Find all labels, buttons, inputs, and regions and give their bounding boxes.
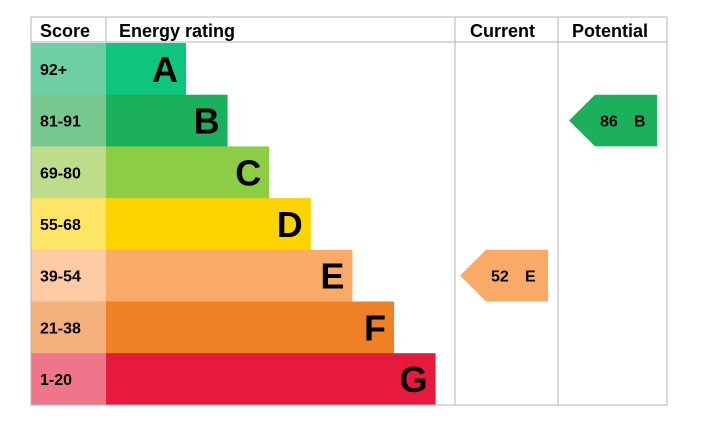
band-bar-c [106, 146, 270, 199]
potential-rating-letter: B [634, 114, 646, 131]
score-label: 92+ [40, 62, 67, 79]
band-bar-b [106, 94, 228, 147]
current-rating-letter: E [525, 269, 536, 286]
potential-rating-value: 86 [600, 114, 618, 131]
header-score: Score [40, 21, 90, 41]
score-cell [31, 146, 106, 199]
current-rating-value: 52 [491, 269, 509, 286]
band-bar-e [106, 249, 353, 302]
chart-border [30, 16, 668, 406]
header-current: Current [470, 21, 535, 41]
score-cell [31, 249, 106, 302]
band-bar-d [106, 198, 311, 251]
header-energy-rating: Energy rating [119, 21, 235, 41]
band-letter: A [152, 49, 178, 90]
score-label: 55-68 [40, 217, 81, 234]
score-cell [31, 94, 106, 147]
band-letter: E [320, 256, 344, 297]
score-label: 69-80 [40, 165, 81, 182]
score-label: 21-38 [40, 320, 81, 337]
score-label: 81-91 [40, 114, 81, 131]
potential-rating-arrow [569, 94, 657, 147]
score-cell [31, 301, 106, 354]
band-letter: B [194, 101, 220, 142]
score-label: 39-54 [40, 269, 81, 286]
band-bar-g [106, 353, 436, 406]
band-letter: C [235, 152, 261, 193]
header-potential: Potential [572, 21, 648, 41]
score-cell [31, 353, 106, 406]
band-bar-a [106, 43, 186, 96]
current-rating-arrow [460, 249, 548, 302]
band-bar-f [106, 301, 394, 354]
band-letter: F [364, 307, 386, 348]
band-letter: G [400, 359, 428, 400]
score-cell [31, 198, 106, 251]
score-label: 1-20 [40, 372, 72, 389]
band-letter: D [277, 204, 303, 245]
score-cell [31, 43, 106, 96]
